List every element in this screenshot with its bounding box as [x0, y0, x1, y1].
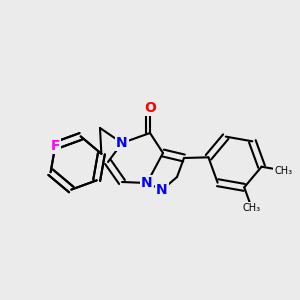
Text: CH₃: CH₃ [243, 203, 261, 213]
Text: O: O [144, 101, 156, 115]
Text: N: N [141, 176, 153, 190]
Text: N: N [116, 136, 128, 150]
Text: F: F [51, 139, 60, 153]
Text: CH₃: CH₃ [274, 166, 292, 176]
Text: N: N [156, 183, 168, 197]
